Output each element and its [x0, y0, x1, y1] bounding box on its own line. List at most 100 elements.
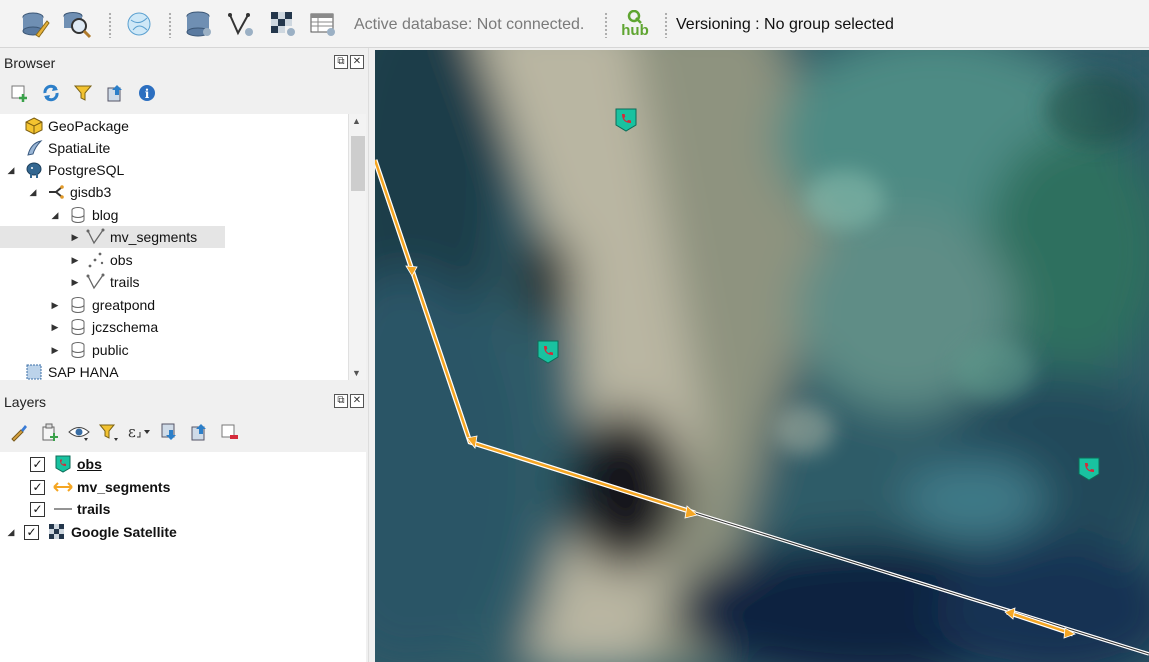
browser-scrollbar[interactable]: ▲ ▼	[348, 114, 366, 380]
tree-item-trails[interactable]: ▶ trails	[0, 271, 348, 293]
info-icon[interactable]: i	[134, 80, 160, 106]
collapsed-arrow-icon[interactable]: ▶	[71, 254, 79, 265]
scroll-down-icon[interactable]: ▼	[352, 368, 361, 378]
line-icon	[53, 499, 73, 519]
layers-tree: ✓ obs ✓ mv_segments ✓ trails ◢ ✓ Google …	[0, 452, 366, 662]
tree-item-label: PostgreSQL	[48, 162, 125, 178]
tree-item-label: GeoPackage	[48, 118, 129, 134]
tree-item-label: blog	[92, 207, 119, 223]
layer-visibility-checkbox[interactable]: ✓	[24, 524, 39, 540]
filter-legend-icon[interactable]	[96, 419, 122, 445]
expanded-arrow-icon[interactable]: ◢	[29, 186, 37, 197]
tree-item-obs[interactable]: ▶ obs	[0, 249, 348, 271]
tree-item-blog[interactable]: ◢ blog	[0, 204, 348, 226]
tree-item-gisdb3[interactable]: ◢ gisdb3	[0, 181, 348, 203]
tree-item-public[interactable]: ▶ public	[0, 339, 348, 361]
tree-item-geopackage[interactable]: GeoPackage	[0, 115, 348, 137]
tree-item-spatialite[interactable]: SpatiaLite	[0, 137, 348, 159]
add-group-icon[interactable]	[36, 419, 62, 445]
globe-icon[interactable]	[122, 7, 156, 41]
layers-panel: Layers ⧉ ✕ ε ✓ obs ✓ mv_segments ✓ trail…	[0, 390, 368, 662]
layers-panel-title: Layers	[4, 394, 47, 410]
close-panel-button[interactable]: ✕	[350, 55, 364, 69]
connection-icon	[46, 182, 66, 202]
db-manager-icon[interactable]	[18, 7, 52, 41]
layer-visibility-checkbox[interactable]: ✓	[30, 501, 45, 517]
tree-item-label: public	[92, 342, 129, 358]
layer-visibility-checkbox[interactable]: ✓	[30, 479, 45, 495]
expression-filter-icon[interactable]: ε	[126, 419, 152, 445]
toolbar-separator	[168, 12, 172, 38]
layer-label: trails	[77, 501, 111, 517]
layer-row-obs[interactable]: ✓ obs	[30, 453, 102, 475]
add-raster-icon[interactable]	[266, 7, 300, 41]
qgis-hub-button[interactable]: hub	[618, 7, 652, 41]
sap-hana-icon	[24, 362, 44, 380]
add-selected-layers-icon[interactable]	[6, 80, 32, 106]
add-db-layer-icon[interactable]	[182, 7, 216, 41]
schema-icon	[68, 317, 88, 337]
obs-marker[interactable]	[1078, 457, 1100, 481]
tree-item-sap-hana[interactable]: SAP HANA	[0, 361, 348, 380]
spatialite-icon	[24, 138, 44, 158]
tree-item-label: SAP HANA	[48, 364, 119, 380]
double-arrow-icon	[53, 477, 73, 497]
tree-item-postgresql[interactable]: ◢ PostgreSQL	[0, 159, 348, 181]
trails-line	[694, 511, 1149, 656]
browser-panel-title: Browser	[4, 55, 56, 71]
add-vector-icon[interactable]	[224, 7, 258, 41]
phone-marker-icon	[53, 454, 73, 474]
svg-text:ε: ε	[128, 423, 136, 441]
expanded-arrow-icon[interactable]: ◢	[7, 526, 15, 537]
tree-item-jczschema[interactable]: ▶ jczschema	[0, 316, 348, 338]
schema-icon	[68, 295, 88, 315]
panel-splitter[interactable]	[368, 48, 375, 662]
layer-row-mv-segments[interactable]: ✓ mv_segments	[30, 476, 170, 498]
style-icon[interactable]	[6, 419, 32, 445]
browser-tree: GeoPackage SpatiaLite ◢ PostgreSQL ◢ gis…	[0, 114, 348, 380]
obs-marker[interactable]	[537, 340, 559, 364]
layer-visibility-checkbox[interactable]: ✓	[30, 456, 45, 472]
tree-item-mv-segments[interactable]: ▶ mv_segments	[0, 226, 225, 248]
close-panel-button[interactable]: ✕	[350, 394, 364, 408]
refresh-icon[interactable]	[38, 80, 64, 106]
scroll-up-icon[interactable]: ▲	[352, 116, 361, 126]
filter-icon[interactable]	[70, 80, 96, 106]
expanded-arrow-icon[interactable]: ◢	[51, 209, 59, 220]
collapsed-arrow-icon[interactable]: ▶	[71, 231, 79, 242]
map-canvas[interactable]	[375, 50, 1149, 662]
collapsed-arrow-icon[interactable]: ▶	[71, 276, 79, 287]
float-panel-button[interactable]: ⧉	[334, 55, 348, 69]
obs-marker[interactable]	[615, 108, 637, 132]
line-layer-icon	[86, 272, 106, 292]
active-database-status: Active database: Not connected.	[354, 16, 585, 33]
scrollbar-thumb[interactable]	[351, 136, 365, 191]
collapse-all-icon[interactable]	[102, 80, 128, 106]
collapsed-arrow-icon[interactable]: ▶	[51, 344, 59, 355]
tree-item-label: mv_segments	[110, 229, 198, 245]
attribute-table-icon[interactable]	[306, 7, 340, 41]
collapsed-arrow-icon[interactable]: ▶	[51, 321, 59, 332]
tree-item-label: greatpond	[92, 297, 156, 313]
layer-row-google-satellite[interactable]: ◢ ✓ Google Satellite	[6, 521, 177, 543]
expand-all-icon[interactable]	[156, 419, 182, 445]
tree-item-greatpond[interactable]: ▶ greatpond	[0, 294, 348, 316]
satellite-imagery	[375, 50, 1149, 662]
line-layer-icon	[86, 227, 106, 247]
float-panel-button[interactable]: ⧉	[334, 394, 348, 408]
collapsed-arrow-icon[interactable]: ▶	[51, 299, 59, 310]
expanded-arrow-icon[interactable]: ◢	[7, 164, 15, 175]
collapse-all-icon[interactable]	[186, 419, 212, 445]
visibility-icon[interactable]	[66, 419, 92, 445]
layer-row-trails[interactable]: ✓ trails	[30, 498, 110, 520]
toolbar-separator	[604, 12, 608, 38]
map-rendering	[375, 50, 1149, 662]
tree-item-label: gisdb3	[70, 184, 112, 200]
remove-layer-icon[interactable]	[216, 419, 242, 445]
tree-item-label: trails	[110, 274, 140, 290]
hub-label: hub	[621, 22, 649, 39]
search-icon[interactable]	[60, 7, 94, 41]
layer-label: Google Satellite	[71, 524, 177, 540]
toolbar-separator	[664, 12, 668, 38]
q-logo-icon	[627, 10, 642, 24]
